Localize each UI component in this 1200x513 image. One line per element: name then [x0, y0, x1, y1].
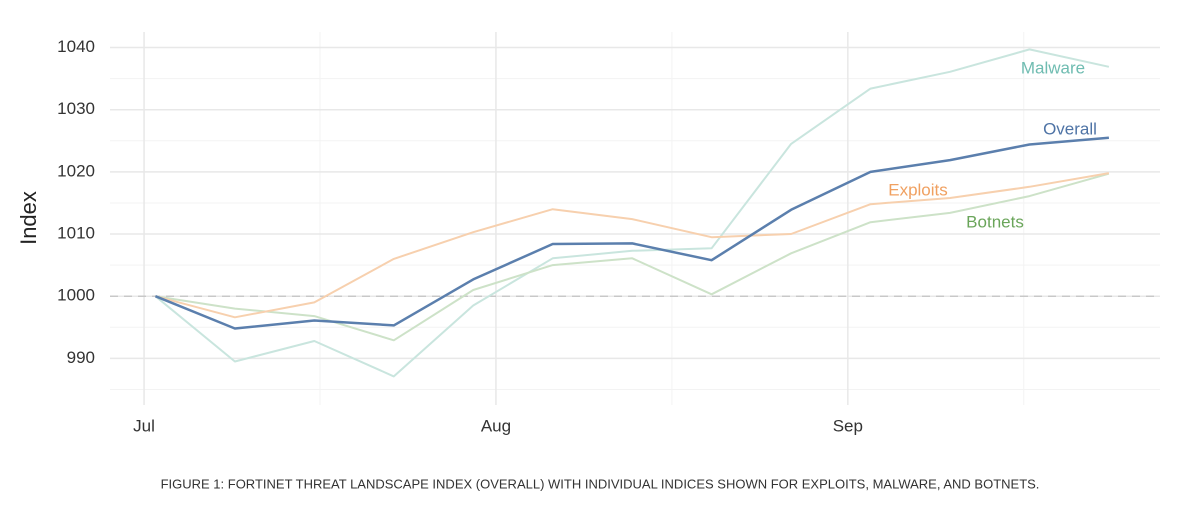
series-line: [154, 136, 1110, 330]
x-tick-label: Sep: [833, 416, 863, 435]
y-tick-label: 1020: [57, 161, 95, 180]
series-line: [154, 48, 1110, 378]
y-tick-label: 1000: [57, 286, 95, 305]
x-tick-label: Jul: [133, 416, 155, 435]
series-label: Exploits: [888, 180, 948, 199]
series-label: Botnets: [966, 212, 1024, 231]
caption: FIGURE 1: FORTINET THREAT LANDSCAPE INDE…: [161, 476, 1040, 491]
series-label: Overall: [1043, 119, 1097, 138]
y-tick-label: 1040: [57, 37, 95, 56]
x-tick-label: Aug: [481, 416, 511, 435]
series-line: [155, 172, 1110, 319]
y-tick-label: 990: [67, 348, 95, 367]
y-tick-label: 1010: [57, 224, 95, 243]
series-label: Malware: [1021, 58, 1085, 77]
y-axis-label: Index: [16, 191, 41, 245]
y-tick-label: 1030: [57, 99, 95, 118]
series-line: [155, 172, 1110, 342]
